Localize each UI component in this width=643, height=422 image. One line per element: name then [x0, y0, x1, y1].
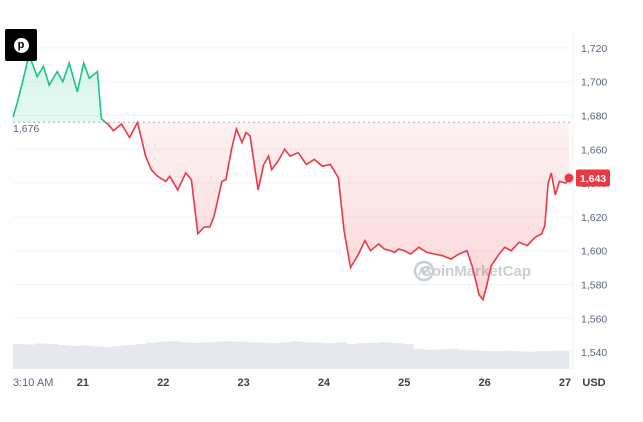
volume-bar: [13, 344, 25, 369]
pinterest-share-button[interactable]: p: [5, 29, 37, 61]
volume-bar: [68, 345, 81, 369]
x-tick-label: 3:10 AM: [13, 377, 53, 389]
volume-bar: [46, 344, 58, 369]
volume-bar: [279, 342, 292, 369]
volume-bar: [135, 344, 147, 369]
volume-bar: [357, 343, 370, 369]
volume-bar: [246, 342, 259, 369]
pinterest-icon: p: [13, 37, 29, 53]
volume-bar: [90, 346, 103, 369]
current-price-label: 1,643: [580, 173, 606, 185]
x-tick-label: 24: [318, 377, 331, 389]
volume-bar: [157, 341, 170, 369]
volume-bar: [379, 342, 392, 369]
volume-bar: [513, 351, 525, 369]
baseline-label: 1,676: [13, 123, 39, 135]
volume-bar: [101, 346, 114, 369]
volume-bar: [413, 348, 425, 369]
volume-bar: [190, 342, 203, 369]
volume-bar: [480, 350, 492, 369]
volume-bar: [368, 342, 381, 369]
volume-bar: [391, 343, 403, 369]
price-line-down: [104, 122, 570, 302]
x-tick-label: 22: [157, 377, 169, 389]
volume-bar: [24, 344, 36, 369]
volume-bar: [57, 345, 69, 369]
y-tick-label: 1,700: [581, 77, 607, 89]
volume-bar: [446, 348, 459, 369]
volume-bar: [268, 343, 281, 369]
x-tick-label: 21: [77, 377, 89, 389]
x-tick-label: 27: [559, 377, 571, 389]
volume-bar: [335, 342, 347, 369]
x-tick-label: 25: [398, 377, 410, 389]
volume-bar: [324, 343, 336, 369]
volume-bars: [13, 341, 570, 369]
volume-bar: [424, 349, 436, 369]
currency-label: USD: [582, 377, 605, 389]
y-axis: 1,7201,7001,6801,6601,6401,6201,6001,580…: [581, 43, 607, 359]
volume-bar: [502, 350, 514, 369]
volume-bar: [435, 349, 448, 369]
y-tick-label: 1,720: [581, 43, 607, 55]
volume-bar: [79, 345, 92, 369]
volume-bar: [524, 351, 537, 369]
y-tick-label: 1,680: [581, 111, 607, 123]
current-price-dot: [564, 173, 574, 183]
volume-bar: [35, 343, 47, 369]
volume-bar: [124, 345, 136, 369]
volume-bar: [202, 342, 214, 369]
volume-bar: [313, 342, 325, 369]
volume-bar: [213, 341, 225, 369]
volume-bar: [291, 341, 303, 369]
y-tick-label: 1,600: [581, 246, 607, 258]
volume-bar: [557, 350, 570, 369]
volume-bar: [257, 342, 270, 369]
y-tick-label: 1,620: [581, 212, 607, 224]
area-below-baseline: [13, 122, 569, 300]
volume-bar: [491, 351, 503, 369]
y-tick-label: 1,540: [581, 347, 607, 359]
volume-bar: [402, 344, 414, 369]
y-tick-label: 1,560: [581, 313, 607, 325]
volume-bar: [224, 341, 236, 369]
y-tick-label: 1,660: [581, 144, 607, 156]
volume-bar: [302, 342, 314, 369]
x-tick-label: 26: [479, 377, 491, 389]
y-tick-label: 1,580: [581, 280, 607, 292]
volume-bar: [146, 342, 158, 369]
current-price-tag: [576, 169, 610, 187]
volume-bar: [457, 349, 470, 369]
volume-bar: [179, 342, 192, 369]
volume-bar: [168, 341, 181, 369]
watermark-logo-icon: [413, 260, 435, 282]
x-axis: 3:10 AM 21 22 23 24 25 26 27: [13, 377, 571, 389]
volume-bar: [468, 350, 481, 369]
x-tick-label: 23: [237, 377, 249, 389]
volume-bar: [546, 350, 559, 369]
volume-bar: [113, 345, 125, 369]
volume-bar: [235, 341, 247, 369]
volume-bar: [535, 351, 548, 369]
volume-bar: [346, 344, 359, 369]
